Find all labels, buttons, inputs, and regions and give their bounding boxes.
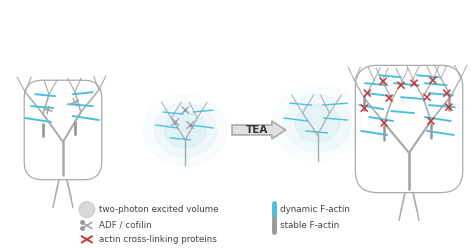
Ellipse shape xyxy=(273,85,362,161)
Text: stable F-actin: stable F-actin xyxy=(280,221,339,230)
Circle shape xyxy=(79,202,95,217)
Text: actin cross-linking proteins: actin cross-linking proteins xyxy=(99,235,217,244)
Text: two-photon excited volume: two-photon excited volume xyxy=(99,205,219,214)
FancyArrow shape xyxy=(232,121,286,139)
Ellipse shape xyxy=(164,112,206,148)
Ellipse shape xyxy=(295,104,340,142)
Text: TEA: TEA xyxy=(246,125,268,135)
Ellipse shape xyxy=(144,94,227,165)
Ellipse shape xyxy=(154,103,217,156)
Text: ADF / cofilin: ADF / cofilin xyxy=(99,221,151,230)
Text: dynamic F-actin: dynamic F-actin xyxy=(280,205,350,214)
Ellipse shape xyxy=(284,94,351,152)
